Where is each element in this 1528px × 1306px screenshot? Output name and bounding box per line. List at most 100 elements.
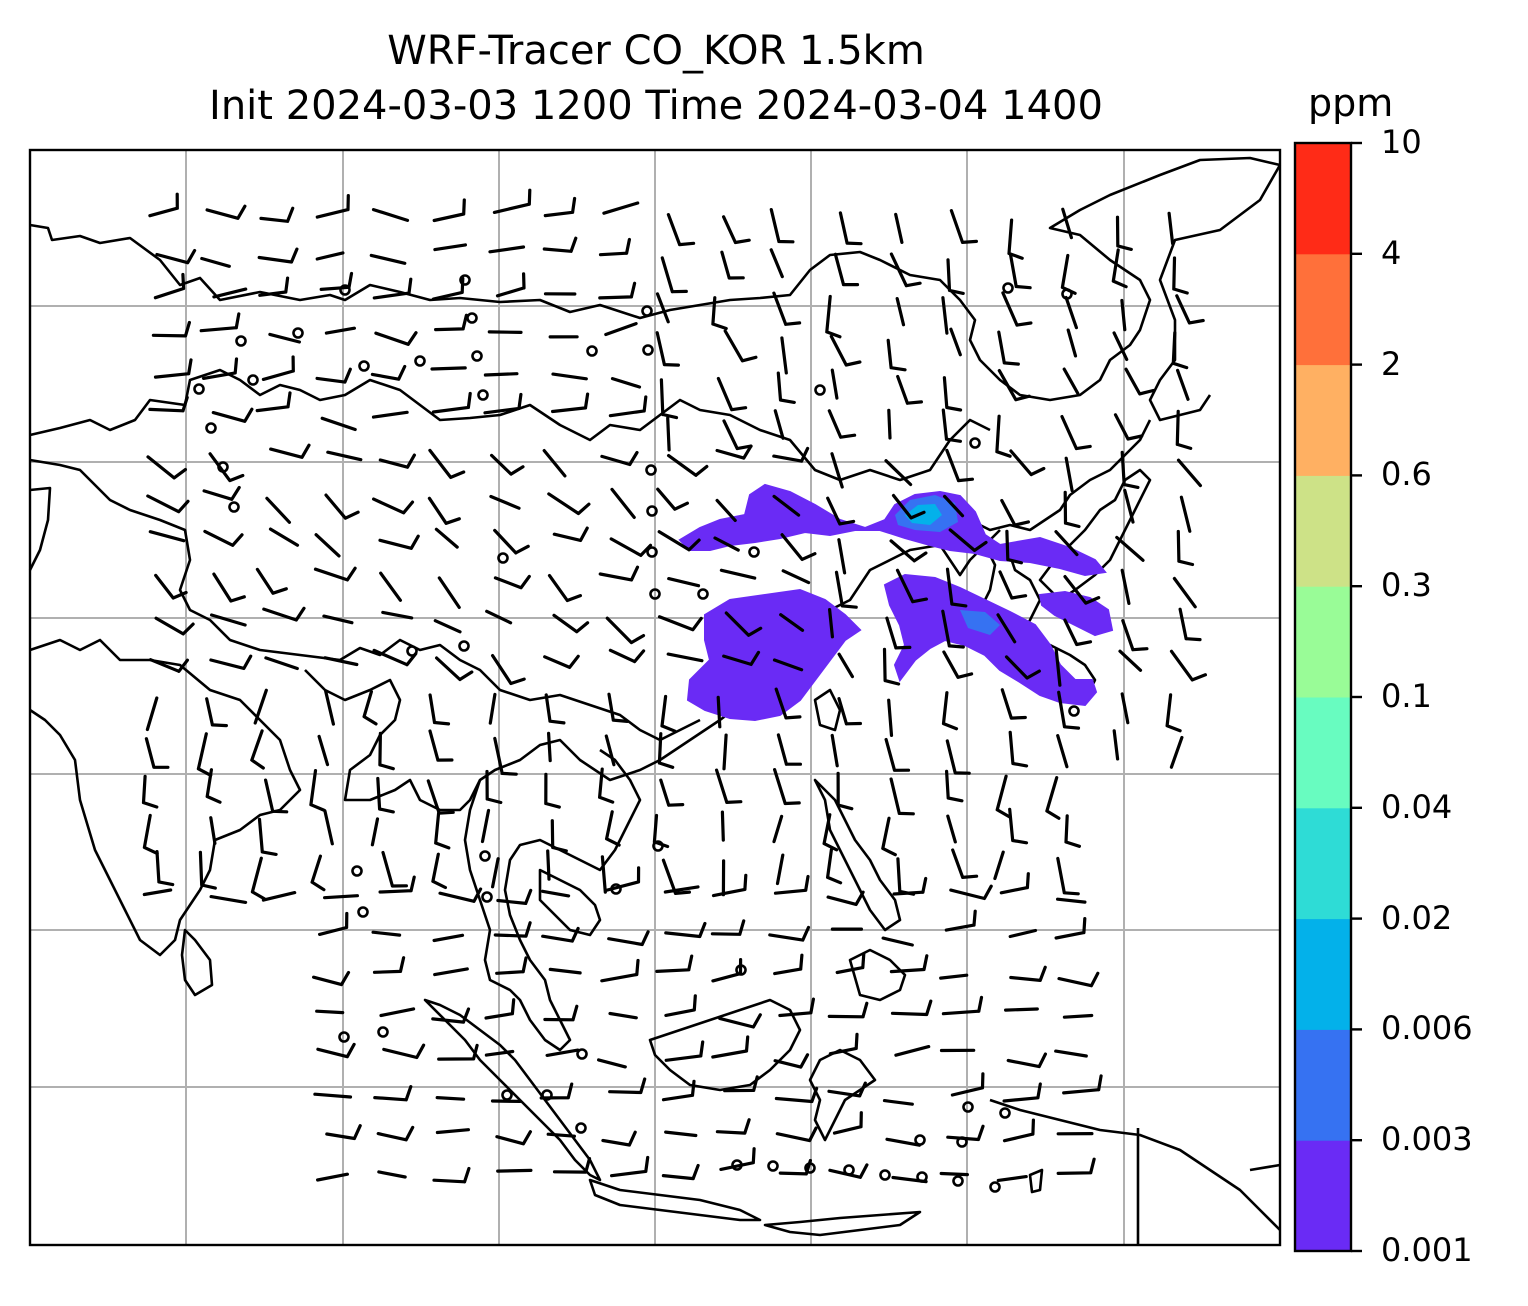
philippines (813, 778, 902, 932)
wind-barb (722, 215, 751, 245)
wind-barb (315, 367, 352, 384)
wind-barb (609, 537, 653, 557)
wind-barb (664, 921, 707, 939)
wind-barb (370, 817, 380, 847)
wind-barb (326, 450, 363, 462)
wind-barb (428, 448, 466, 479)
wind-barb (148, 395, 189, 413)
wind-barb (374, 331, 418, 346)
colorbar-segment (1295, 586, 1351, 698)
wind-barb (325, 1124, 362, 1141)
wind-barb (1169, 649, 1207, 682)
wind-barb (608, 395, 648, 418)
sumatra (423, 998, 602, 1182)
wind-barb (600, 855, 607, 894)
colorbar-segments (1295, 143, 1351, 1252)
wind-barb (1000, 498, 1030, 527)
wind-barb (830, 733, 839, 768)
wind-barb (773, 1053, 810, 1069)
calm-marker (235, 335, 247, 347)
wind-barb (154, 573, 188, 600)
wind-barb (1172, 256, 1189, 295)
wind-barb (1111, 248, 1128, 289)
calm-marker (652, 840, 664, 852)
wind-barb (941, 296, 949, 335)
wind-barb (151, 320, 191, 338)
wind-barb (1115, 535, 1145, 562)
wind-barb (610, 377, 642, 389)
wind-barb (941, 609, 965, 649)
wind-barb (773, 768, 801, 806)
wind-barb (716, 376, 748, 412)
wind-barb (780, 533, 817, 561)
calm-marker (646, 505, 658, 517)
wind-barb (205, 697, 228, 728)
wind-barb (313, 566, 357, 582)
wind-barb (1045, 776, 1061, 820)
wind-barb (1008, 252, 1032, 290)
wind-barb (1056, 734, 1069, 769)
wind-barb (484, 1049, 515, 1057)
wind-barb (601, 1130, 637, 1147)
wind-barb (437, 1043, 479, 1061)
wind-barb (250, 729, 265, 770)
wind-barb (830, 452, 844, 489)
wind-barb (323, 656, 359, 667)
calm-marker (731, 1159, 743, 1171)
wind-barb (1175, 409, 1193, 450)
wind-barb (667, 577, 701, 588)
wind-barb (1002, 1082, 1042, 1103)
wind-barb (896, 374, 923, 405)
wind-barb (827, 409, 857, 439)
wind-barb (142, 888, 173, 897)
wind-barb (1178, 607, 1202, 642)
colorbar-segment (1295, 1140, 1351, 1252)
wind-barb (610, 1155, 650, 1178)
wind-barb (776, 733, 802, 766)
wind-barb (950, 1072, 985, 1097)
wind-barb (659, 778, 685, 807)
wind-barb (882, 647, 901, 686)
wind-barb (315, 194, 350, 219)
colorbar-tick-label: 10 (1381, 123, 1422, 161)
wind-barb (212, 287, 248, 299)
wind-barb (894, 212, 904, 244)
calm-marker (541, 1089, 553, 1101)
calm-marker (767, 1160, 779, 1172)
calm-marker (914, 1134, 926, 1146)
calm-marker (351, 865, 363, 877)
wind-barb (768, 925, 811, 942)
wind-barb (1060, 415, 1092, 451)
wind-barb (887, 698, 894, 737)
wind-barb (1057, 690, 1081, 730)
wind-barb (946, 814, 957, 844)
wind-barb (775, 853, 785, 886)
wind-barb (1172, 576, 1197, 609)
wind-barb (895, 297, 906, 327)
wind-barb (496, 1168, 533, 1173)
wind-barb (773, 874, 810, 895)
tibet-border (29, 458, 701, 742)
calm-marker (649, 588, 661, 600)
wind-barb (155, 850, 175, 887)
calm-marker (292, 327, 304, 339)
wind-barb (887, 408, 892, 440)
colorbar-segment (1295, 697, 1351, 809)
wind-barb (552, 1157, 592, 1174)
wind-barb (144, 737, 170, 769)
wind-barb (323, 894, 359, 900)
wind-barb (369, 253, 407, 265)
wind-barb (153, 272, 186, 300)
wind-barb (1004, 1007, 1039, 1012)
wind-barb (720, 250, 745, 280)
wind-barb (779, 613, 805, 632)
calm-marker (576, 1048, 588, 1060)
wind-barb (945, 448, 974, 483)
wind-barb (309, 769, 326, 812)
java (588, 1178, 762, 1222)
wind-barb (895, 568, 928, 604)
calm-marker (642, 344, 654, 356)
wind-barb (664, 1130, 698, 1138)
wind-barb (1179, 495, 1192, 533)
